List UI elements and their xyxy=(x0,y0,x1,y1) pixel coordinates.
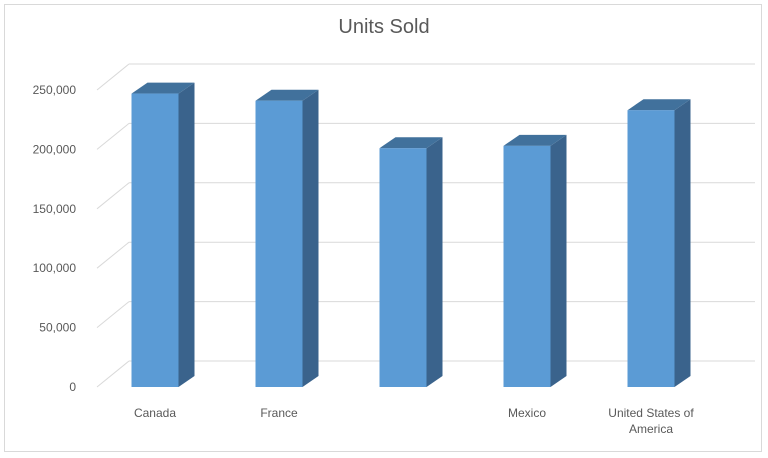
bar xyxy=(503,134,567,387)
y-tick-label: 0 xyxy=(69,380,76,394)
bar xyxy=(627,99,691,388)
gridline xyxy=(96,63,755,91)
bar xyxy=(131,82,195,388)
bar xyxy=(379,137,443,387)
bars xyxy=(131,82,691,388)
y-tick-label: 50,000 xyxy=(39,321,76,335)
x-axis-ticks: Canada France Mexico United States of Americ… xyxy=(134,406,694,436)
y-tick-label: 100,000 xyxy=(33,261,77,275)
y-axis-ticks: 0 50,000 100,000 150,000 200,000 250,000 xyxy=(33,83,77,394)
chart-title: Units Sold xyxy=(338,16,430,38)
y-tick-label: 200,000 xyxy=(33,142,77,156)
x-tick-label: France xyxy=(260,406,298,420)
y-tick-label: 250,000 xyxy=(33,83,77,97)
y-tick-label: 150,000 xyxy=(33,202,77,216)
x-tick-label: Canada xyxy=(134,406,176,420)
x-tick-label: United States of America xyxy=(608,406,694,436)
bar xyxy=(255,89,319,387)
x-tick-label: Mexico xyxy=(508,406,546,420)
